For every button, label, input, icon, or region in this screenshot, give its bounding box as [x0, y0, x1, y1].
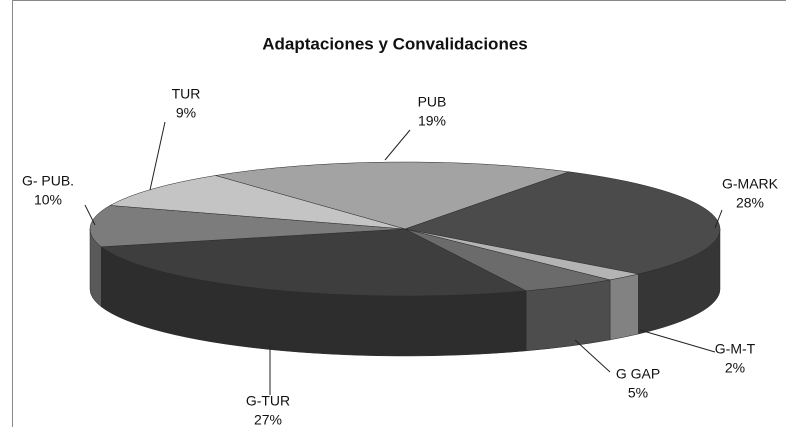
slice-label: G GAP [616, 366, 660, 382]
slice-label: G-M-T [715, 341, 756, 357]
pie-slice [109, 175, 406, 230]
slice-label: G- PUB. [22, 173, 74, 189]
slice-value-label: 10% [34, 192, 62, 208]
slice-label: PUB [418, 94, 447, 110]
pie-slice [100, 228, 527, 297]
pie-slice-side [609, 273, 639, 341]
leader-line [384, 129, 411, 161]
slice-value-label: 27% [254, 412, 282, 427]
slice-label: TUR [172, 86, 201, 102]
pie-slice [215, 161, 570, 230]
slice-value-label: 5% [628, 385, 648, 401]
leader-line [714, 209, 723, 229]
pie-slice-side [525, 279, 611, 352]
slice-label: G-TUR [246, 393, 290, 409]
pie-slice [404, 171, 721, 275]
slice-value-label: 19% [418, 113, 446, 129]
pie-slice [89, 205, 406, 248]
slice-value-label: 28% [736, 195, 764, 211]
leader-line [574, 339, 611, 373]
slice-value-label: 9% [176, 105, 196, 121]
slice-label: G-MARK [722, 176, 779, 192]
chart-title: Adaptaciones y Convalidaciones [262, 34, 527, 53]
leader-line [639, 329, 716, 353]
slice-value-label: 2% [725, 360, 745, 376]
leader-line [149, 121, 166, 191]
leader-line [84, 204, 96, 226]
